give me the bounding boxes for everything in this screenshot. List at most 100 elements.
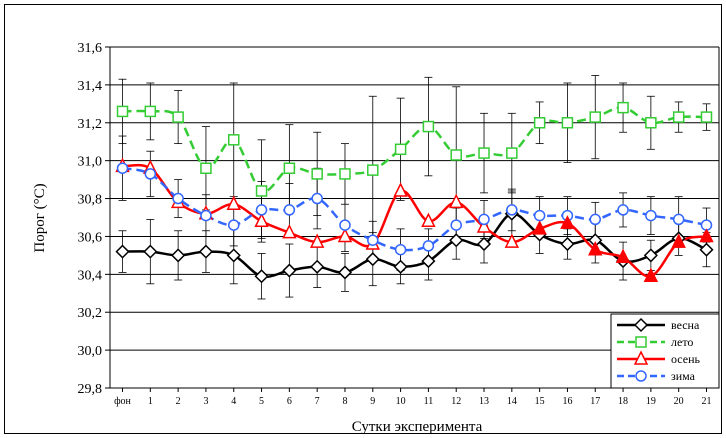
x-tick-label: 5 [259, 396, 264, 407]
square-marker [311, 168, 323, 180]
circle-marker [255, 204, 268, 216]
x-tick-label: 12 [451, 396, 461, 407]
diamond-marker [393, 259, 408, 274]
triangle-marker [448, 193, 464, 209]
y-tick-label: 31,4 [78, 79, 103, 94]
triangle-marker [226, 195, 241, 210]
circle-marker [533, 209, 546, 222]
square-marker [617, 101, 629, 114]
series-line-весна [122, 212, 708, 279]
circle-marker [227, 219, 240, 231]
triangle-marker [633, 350, 649, 365]
square-marker [339, 168, 351, 180]
diamond-marker [699, 242, 714, 257]
square-marker [422, 120, 435, 133]
circle-marker [478, 213, 490, 226]
triangle-marker [393, 182, 408, 197]
x-tick-label: 13 [479, 396, 489, 407]
circle-marker [506, 204, 518, 216]
diamond-marker [143, 244, 158, 259]
diamond-marker [476, 236, 492, 252]
diamond-marker [282, 263, 297, 278]
circle-marker [200, 209, 212, 222]
square-marker [394, 143, 407, 156]
triangle-marker-filled [644, 268, 658, 282]
y-tick-label: 30,8 [78, 193, 103, 208]
triangle-marker-filled [671, 234, 686, 248]
legend-label: весна [671, 318, 700, 332]
square-marker [506, 147, 518, 159]
series-lines [122, 106, 708, 279]
x-tick-label: 6 [287, 396, 292, 407]
square-marker [533, 117, 546, 129]
x-tick-label: 19 [646, 396, 656, 407]
x-tick-label: 11 [424, 396, 434, 407]
square-marker [144, 105, 157, 118]
circle-marker [283, 204, 296, 216]
diamond-marker [421, 254, 436, 269]
x-tick-label: 16 [562, 396, 572, 407]
legend-label: лето [671, 335, 693, 349]
legend: весна лето осень зима [610, 313, 720, 389]
circle-marker [172, 192, 184, 205]
x-tick-label: 17 [590, 396, 600, 407]
legend-label: зима [671, 369, 696, 383]
circle-marker [394, 243, 407, 256]
triangle-marker-filled [532, 220, 547, 235]
y-axis-label: Порог (°С) [32, 183, 48, 252]
square-marker [255, 185, 268, 197]
triangle-marker-filled [588, 241, 603, 256]
circle-marker [422, 240, 435, 252]
triangle-marker-filled [560, 215, 575, 229]
square-marker [561, 117, 574, 129]
x-tick-labels: фон 1 2 3 4 5 6 7 8 9 10 11 12 13 14 15 16 17 18 19 20 21 [114, 388, 711, 407]
chart-frame [4, 4, 722, 434]
y-tick-label: 31,2 [78, 117, 103, 132]
circle-marker [645, 209, 657, 222]
triangle-marker [309, 233, 325, 248]
diamond-marker [254, 269, 269, 284]
x-tick-label: 8 [342, 396, 347, 407]
square-marker [700, 111, 713, 123]
x-axis-label: Сутки эксперимента [352, 419, 483, 435]
legend-label: осень [671, 352, 701, 366]
circle-marker [589, 213, 602, 226]
x-tick-label: 14 [507, 396, 517, 407]
diamond-marker [560, 236, 575, 252]
square-marker [635, 336, 647, 348]
square-marker [227, 134, 240, 146]
triangle-marker-filled [699, 228, 714, 242]
series-line-осень [122, 163, 707, 278]
y-tick-label: 31,6 [78, 41, 103, 56]
square-marker [645, 117, 657, 129]
y-tick-labels: 31,6 31,4 31,2 31,0 30,8 30,6 30,4 30,2 30,0 29,8 [78, 41, 103, 397]
circle-marker [367, 234, 379, 246]
diamond-marker [171, 248, 186, 263]
diamond-marker [226, 248, 241, 263]
diamond-marker [310, 259, 325, 274]
series-line-зима [122, 167, 707, 252]
diamond-marker [449, 233, 464, 248]
x-tick-label: 21 [701, 396, 711, 407]
x-tick-label: фон [114, 396, 131, 407]
circle-marker [116, 162, 129, 174]
series-line-лето [122, 106, 707, 193]
x-tick-label: 10 [396, 396, 406, 407]
circle-marker [672, 213, 685, 226]
square-marker [200, 162, 212, 174]
x-tick-label: 3 [203, 396, 208, 407]
triangle-marker [282, 223, 297, 239]
series-markers [115, 101, 714, 284]
square-marker [283, 162, 296, 174]
y-tick-label: 30,0 [78, 344, 103, 359]
square-marker [672, 111, 685, 123]
diamond-marker [633, 317, 649, 333]
triangle-marker [476, 218, 492, 233]
y-tick-label: 30,6 [78, 230, 103, 245]
y-tick-label: 30,4 [78, 268, 103, 283]
triangle-marker [337, 227, 353, 243]
square-marker [172, 111, 184, 123]
triangle-marker-filled [616, 249, 630, 263]
square-marker [478, 147, 490, 159]
